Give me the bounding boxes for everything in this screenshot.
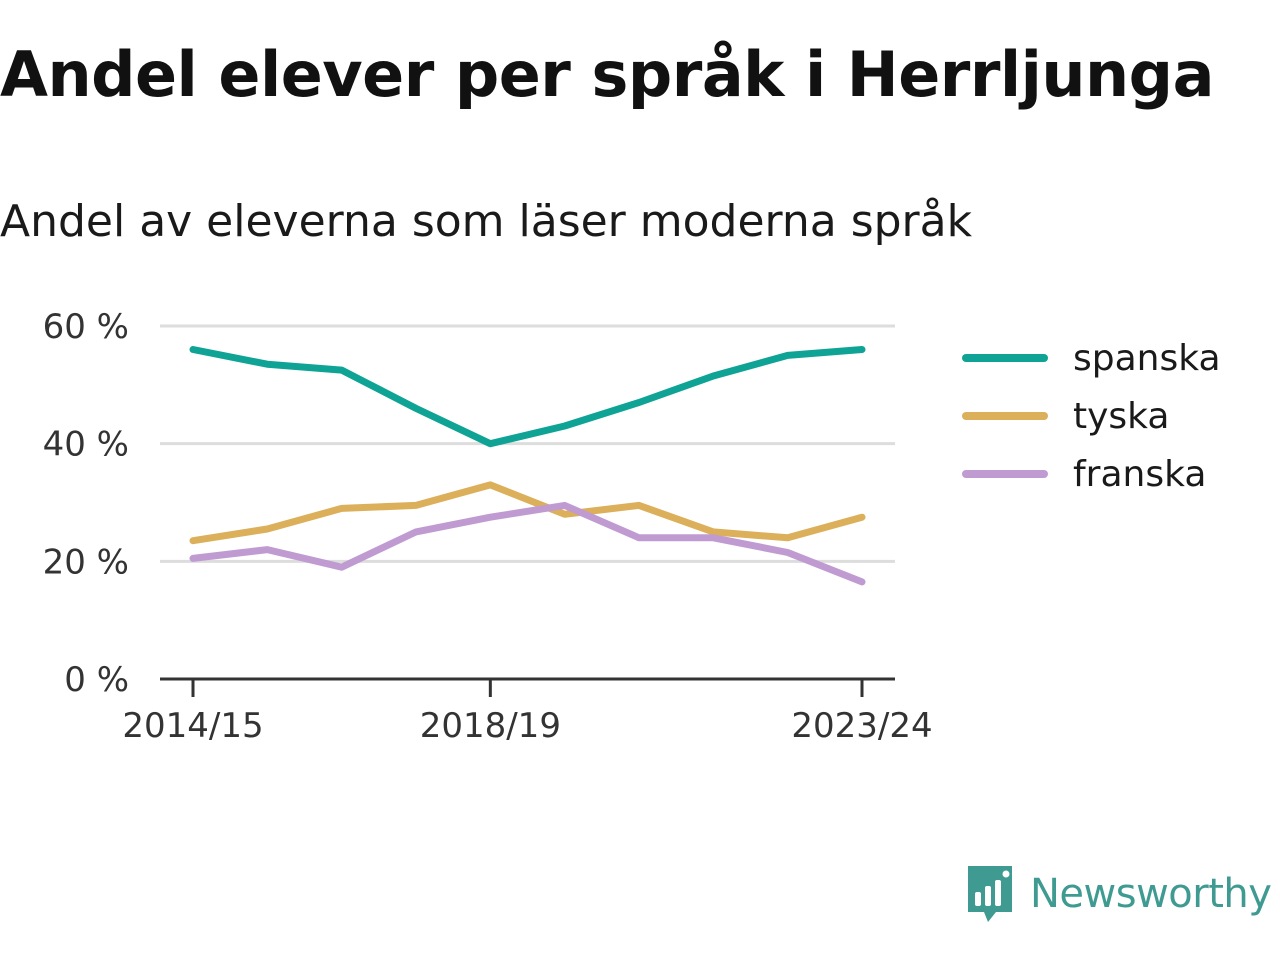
series-line-spanska — [189, 346, 866, 448]
x-tick-label: 2018/19 — [420, 706, 561, 746]
y-tick-label: 0 % — [64, 660, 129, 700]
series-line-tyska — [189, 481, 866, 545]
brand-logo: Newsworthy — [964, 862, 1272, 926]
grid-lines — [160, 324, 895, 563]
legend-label-tyska: tyska — [1073, 396, 1169, 437]
chart-title: Andel elever per språk i Herrljunga — [0, 38, 1214, 111]
y-tick-label: 60 % — [43, 307, 129, 347]
legend: spanska tyska franska — [962, 338, 1221, 495]
series-line-franska — [189, 501, 866, 586]
y-tick-label: 40 % — [43, 425, 129, 465]
series-lines — [189, 346, 866, 586]
brand-name: Newsworthy — [1030, 871, 1272, 917]
x-axis: 2014/15 2018/19 2023/24 — [122, 677, 933, 746]
legend-label-franska: franska — [1073, 454, 1206, 495]
chart-subtitle: Andel av eleverna som läser moderna språ… — [0, 196, 973, 247]
x-tick-label: 2023/24 — [791, 706, 932, 746]
legend-label-spanska: spanska — [1073, 338, 1221, 379]
y-tick-label: 20 % — [43, 542, 129, 582]
x-tick-label: 2014/15 — [122, 706, 263, 746]
y-axis: 0 % 20 % 40 % 60 % — [43, 307, 129, 700]
bar-chart-speech-bubble-icon — [968, 866, 1012, 922]
